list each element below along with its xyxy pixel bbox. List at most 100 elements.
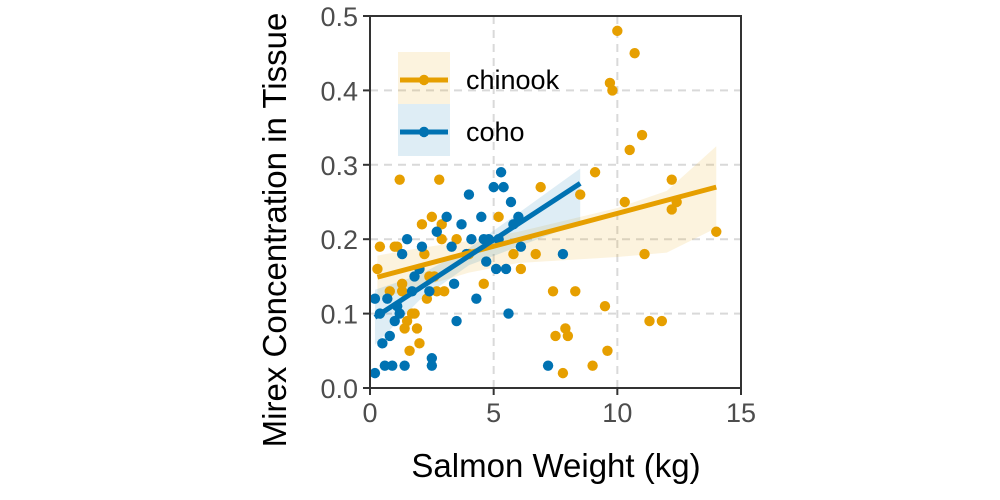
coho-point — [441, 211, 452, 223]
chinook-point — [639, 248, 650, 260]
chinook-point — [602, 345, 613, 356]
coho-point — [495, 167, 507, 178]
y-tick-label: 0.1 — [320, 300, 358, 330]
legend-key-point — [418, 74, 430, 86]
coho-point — [399, 360, 410, 371]
coho-point — [500, 263, 512, 275]
coho-point — [389, 315, 400, 327]
y-tick-label: 0.0 — [320, 374, 358, 404]
chinook-point — [439, 286, 450, 297]
chinook-point — [656, 315, 668, 327]
coho-fit-line — [373, 181, 582, 320]
chinook-point — [426, 211, 438, 223]
chinook-point — [599, 300, 611, 312]
chinook-point — [562, 330, 574, 342]
chinook-point — [396, 286, 408, 297]
coho-point — [490, 263, 502, 275]
chinook-point — [416, 219, 428, 230]
coho-point — [426, 360, 438, 371]
fit-lines — [373, 181, 717, 320]
y-tick-label: 0.2 — [320, 225, 358, 255]
chinook-point — [589, 167, 601, 178]
coho-point — [396, 248, 408, 260]
coho-point — [505, 196, 517, 208]
x-tick-label: 15 — [726, 398, 756, 428]
chinook-point — [666, 204, 677, 215]
chinook-point — [557, 367, 569, 379]
chinook-point — [392, 241, 403, 252]
y-tick-label: 0.5 — [320, 2, 358, 32]
chinook-point — [404, 345, 415, 356]
chinook-point — [624, 144, 635, 156]
y-tick-label: 0.3 — [320, 151, 358, 181]
chinook-point — [612, 25, 623, 37]
legend: chinook coho — [398, 52, 560, 156]
coho-point — [463, 189, 475, 200]
legend-label: chinook — [466, 65, 560, 95]
chinook-point — [434, 174, 445, 185]
chinook-point — [636, 129, 648, 141]
coho-point — [515, 241, 527, 252]
coho-point — [379, 360, 391, 371]
coho-point — [394, 308, 405, 319]
chinook-point — [570, 286, 581, 297]
chinook-point — [436, 219, 447, 230]
chinook-point — [619, 196, 630, 208]
coho-point — [446, 241, 457, 252]
coho-point — [424, 286, 435, 297]
coho-point — [481, 256, 492, 267]
legend-key-point — [418, 126, 430, 138]
x-axis-title: Salmon Weight (kg) — [411, 447, 700, 484]
chinook-point — [436, 234, 447, 245]
coho-point — [476, 211, 487, 223]
coho-point — [387, 360, 398, 371]
chinook-point — [666, 174, 677, 185]
coho-point — [384, 330, 395, 342]
coho-point — [488, 181, 499, 193]
axes: 0 5 10 15 0.0 0.1 0.2 0.3 0.4 0.5 — [320, 2, 756, 428]
chinook-point — [711, 226, 722, 237]
chinook-point — [535, 181, 546, 193]
chinook-point — [409, 308, 420, 319]
coho-point — [471, 293, 482, 304]
coho-point — [409, 271, 420, 282]
coho-point — [451, 315, 462, 327]
chinook-point — [550, 330, 561, 342]
x-tick-label: 5 — [486, 398, 501, 428]
x-tick-label: 10 — [602, 398, 632, 428]
coho-point — [401, 234, 413, 245]
chinook-point — [607, 85, 618, 96]
chinook-point — [493, 211, 504, 223]
coho-confidence-band — [374, 168, 581, 345]
coho-point — [431, 226, 442, 237]
coho-point — [426, 353, 438, 364]
chinook-point — [515, 263, 527, 275]
coho-point — [382, 293, 393, 304]
chinook-point — [414, 338, 425, 349]
chinook-point — [372, 263, 383, 275]
chinook-point — [547, 286, 559, 297]
chinook-point — [587, 360, 598, 371]
coho-point — [377, 338, 388, 349]
chinook-fit-line — [376, 184, 717, 280]
chinook-point — [478, 278, 489, 290]
chinook-point — [431, 286, 442, 297]
coho-point — [448, 278, 460, 290]
coho-point — [466, 234, 477, 245]
coho-point — [498, 181, 509, 193]
coho-point — [416, 241, 428, 252]
chinook-point — [401, 315, 413, 327]
chinook-point — [575, 189, 586, 200]
chinook-point — [411, 323, 423, 334]
chinook-point — [396, 278, 408, 290]
coho-point — [369, 293, 381, 304]
coho-point — [542, 360, 554, 371]
chinook-point — [451, 234, 462, 245]
coho-point — [456, 219, 467, 230]
chinook-point — [644, 315, 655, 327]
chinook-point — [374, 241, 386, 252]
y-axis-title: Mirex Concentration in Tissue — [256, 13, 293, 448]
x-tick-label: 0 — [362, 398, 377, 428]
